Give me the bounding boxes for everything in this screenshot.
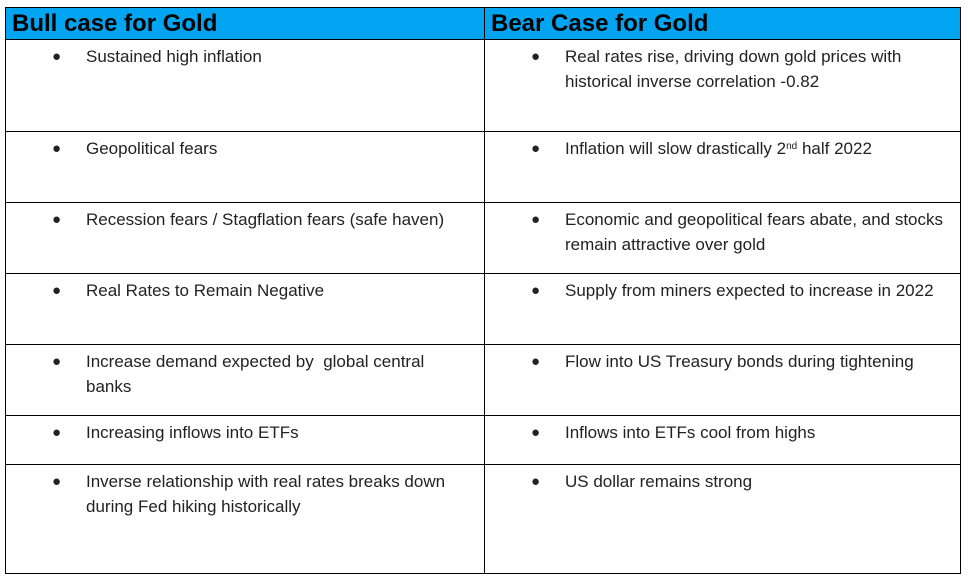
bullet-icon: ● — [52, 48, 62, 65]
bear-cell-5: ● Flow into US Treasury bonds during tig… — [485, 345, 960, 416]
bullet-icon: ● — [52, 211, 62, 228]
bullet-icon: ● — [531, 424, 541, 441]
bull-point-6: Increasing inflows into ETFs — [86, 423, 299, 442]
bear-point-2: Inflation will slow drastically 2nd half… — [565, 136, 960, 161]
bullet-icon: ● — [531, 473, 541, 490]
bear-point-2-post: half 2022 — [797, 139, 872, 158]
bull-cell-1: ● Sustained high inflation — [6, 40, 485, 132]
bullet-icon: ● — [531, 140, 541, 157]
bull-point-2: Geopolitical fears — [86, 139, 218, 158]
bull-cell-3: ● Recession fears / Stagflation fears (s… — [6, 203, 485, 274]
bear-point-6: Inflows into ETFs cool from highs — [565, 423, 816, 442]
ordinal-suffix: nd — [786, 141, 798, 152]
bear-point-2-pre: Inflation will slow drastically 2 — [565, 139, 787, 158]
bullet-icon: ● — [52, 353, 62, 370]
bear-point-5: Flow into US Treasury bonds during tight… — [565, 352, 914, 371]
bear-point-7: US dollar remains strong — [565, 472, 753, 491]
bullet-icon: ● — [531, 48, 541, 65]
bull-cell-5: ● Increase demand expected by global cen… — [6, 345, 485, 416]
bull-cell-2: ● Geopolitical fears — [6, 132, 485, 203]
bull-point-3: Recession fears / Stagflation fears (saf… — [86, 210, 445, 229]
bear-case-header: Bear Case for Gold — [485, 8, 960, 40]
bull-point-5: Increase demand expected by global centr… — [86, 352, 430, 396]
bear-cell-6: ● Inflows into ETFs cool from highs — [485, 416, 960, 465]
bullet-icon: ● — [531, 282, 541, 299]
bull-point-7: Inverse relationship with real rates bre… — [86, 472, 446, 516]
bear-point-4: Supply from miners expected to increase … — [565, 281, 934, 300]
bull-case-header: Bull case for Gold — [6, 8, 485, 40]
bullet-icon: ● — [52, 473, 62, 490]
bear-point-1: Real rates rise, driving down gold price… — [565, 47, 902, 91]
bull-cell-4: ● Real Rates to Remain Negative — [6, 274, 485, 345]
bear-cell-3: ● Economic and geopolitical fears abate,… — [485, 203, 960, 274]
bull-point-4: Real Rates to Remain Negative — [86, 281, 325, 300]
bear-cell-2: ● Inflation will slow drastically 2nd ha… — [485, 132, 960, 203]
gold-case-table: Bull case for Gold Bear Case for Gold ● … — [5, 7, 961, 574]
bear-cell-4: ● Supply from miners expected to increas… — [485, 274, 960, 345]
bullet-icon: ● — [52, 424, 62, 441]
bull-point-1: Sustained high inflation — [86, 47, 262, 66]
bullet-icon: ● — [531, 353, 541, 370]
bear-point-3: Economic and geopolitical fears abate, a… — [565, 210, 944, 254]
bear-cell-1: ● Real rates rise, driving down gold pri… — [485, 40, 960, 132]
bullet-icon: ● — [531, 211, 541, 228]
bear-cell-7: ● US dollar remains strong — [485, 465, 960, 573]
bullet-icon: ● — [52, 282, 62, 299]
bull-cell-7: ● Inverse relationship with real rates b… — [6, 465, 485, 573]
bull-cell-6: ● Increasing inflows into ETFs — [6, 416, 485, 465]
bullet-icon: ● — [52, 140, 62, 157]
